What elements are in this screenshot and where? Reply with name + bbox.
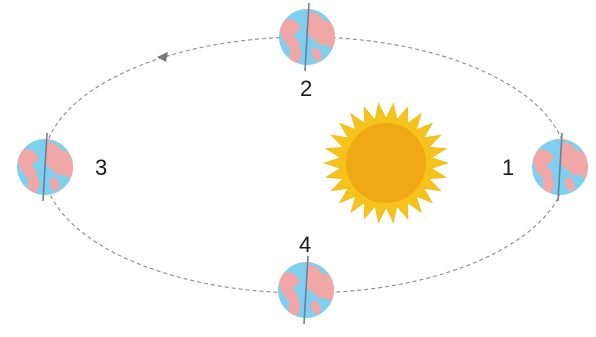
position-label-1: 1 xyxy=(502,155,514,180)
earth-globe-position-4 xyxy=(278,256,334,324)
position-label-4: 4 xyxy=(299,232,311,257)
earth-globe-position-1 xyxy=(532,133,588,201)
earth-globe-position-2 xyxy=(279,3,335,71)
position-label-2: 2 xyxy=(300,76,312,101)
orbit-direction-arrow-icon xyxy=(157,52,168,62)
earth-globe-position-3 xyxy=(17,133,73,201)
sun xyxy=(323,102,449,224)
position-label-3: 3 xyxy=(95,155,107,180)
